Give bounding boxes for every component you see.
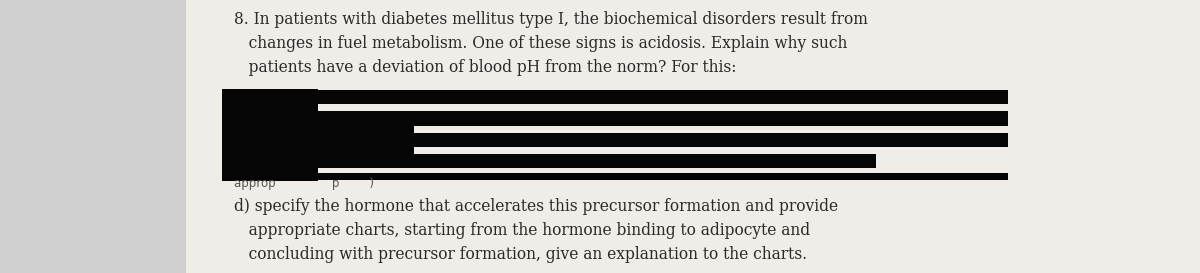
Bar [186, 0, 1200, 273]
Bar [318, 118, 414, 167]
Bar [222, 133, 1008, 147]
Bar [222, 89, 318, 181]
Bar [222, 111, 1008, 126]
Bar [222, 90, 1008, 104]
Text: approp               p        ): approp p ) [234, 177, 374, 191]
Bar [222, 173, 1008, 180]
Bar [222, 154, 876, 168]
Text: 8. In patients with diabetes mellitus type I, the biochemical disorders result f: 8. In patients with diabetes mellitus ty… [234, 11, 868, 76]
Text: d) specify the hormone that accelerates this precursor formation and provide
   : d) specify the hormone that accelerates … [234, 198, 838, 263]
